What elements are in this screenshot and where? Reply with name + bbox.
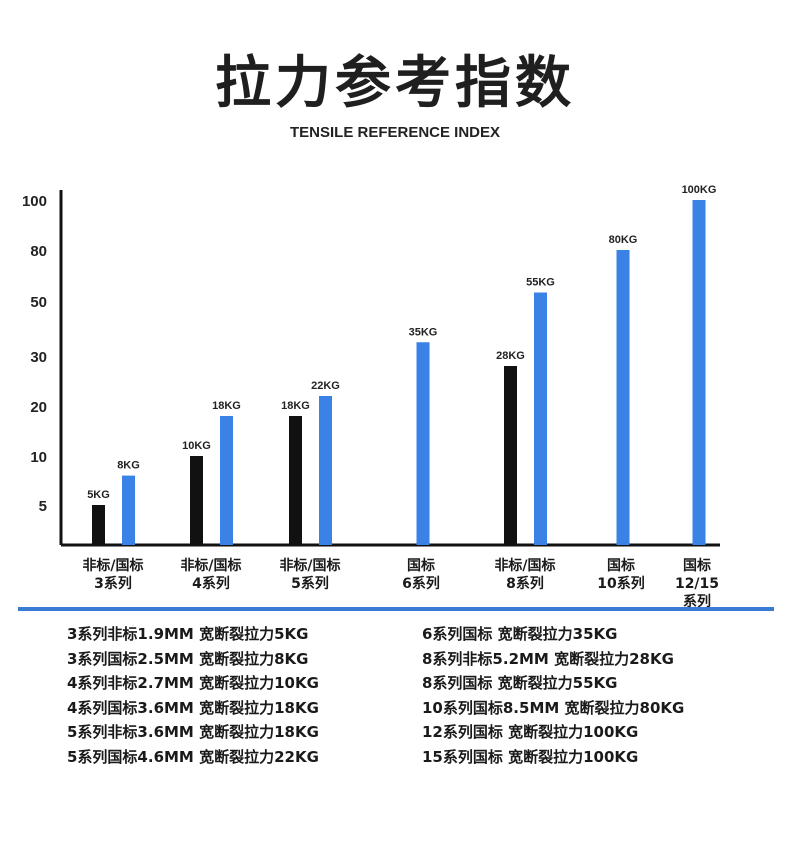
x-category-label: 6系列	[402, 575, 440, 592]
x-category-label: 国标	[607, 557, 635, 574]
bar-non-standard	[504, 366, 517, 545]
bar-value-label: 8KG	[117, 460, 140, 472]
spec-item: 12系列国标 宽断裂拉力100KG	[422, 723, 639, 741]
bar-non-standard	[289, 416, 302, 545]
bar-value-label: 22KG	[311, 380, 340, 392]
spec-item: 3系列国标2.5MM 宽断裂拉力8KG	[67, 649, 309, 668]
spec-item: 6系列国标 宽断裂拉力35KG	[422, 625, 618, 643]
spec-item: 5系列非标3.6MM 宽断裂拉力18KG	[67, 723, 319, 741]
bar-value-label: 35KG	[409, 326, 438, 338]
bar-value-label: 5KG	[87, 489, 110, 501]
spec-item: 8系列国标 宽断裂拉力55KG	[422, 674, 618, 692]
bar-value-label: 28KG	[496, 350, 525, 362]
x-category-label: 12/15	[675, 576, 719, 592]
x-category-label: 10系列	[597, 575, 644, 592]
bar-non-standard	[190, 456, 203, 545]
spec-item: 4系列国标3.6MM 宽断裂拉力18KG	[67, 698, 319, 717]
x-category-label: 国标	[683, 557, 711, 574]
section-divider	[18, 607, 774, 611]
y-tick-label: 50	[30, 294, 47, 311]
x-category-label: 8系列	[506, 575, 544, 592]
y-tick-label: 10	[30, 449, 47, 466]
x-category-label: 非标/国标	[279, 557, 340, 574]
spec-list-left: 3系列非标1.9MM 宽断裂拉力5KG 3系列国标2.5MM 宽断裂拉力8KG …	[67, 622, 319, 769]
y-tick-label: 20	[30, 399, 47, 416]
x-category-label: 国标	[407, 557, 435, 574]
bar-value-label: 10KG	[182, 440, 211, 452]
bar-standard	[319, 396, 332, 545]
page-title: 拉力参考指数	[215, 51, 575, 116]
x-category-label: 3系列	[94, 575, 132, 592]
bar-standard	[616, 250, 630, 545]
bar-value-label: 55KG	[526, 277, 555, 289]
spec-list-right: 6系列国标 宽断裂拉力35KG 8系列非标5.2MM 宽断裂拉力28KG 8系列…	[422, 622, 684, 769]
x-category-label: 系列	[683, 593, 711, 610]
bar-value-label: 80KG	[609, 234, 638, 246]
x-category-label: 非标/国标	[180, 557, 241, 574]
spec-item: 15系列国标 宽断裂拉力100KG	[422, 747, 639, 766]
y-tick-label: 80	[30, 243, 47, 260]
bar-standard	[220, 416, 233, 545]
x-category-label: 非标/国标	[82, 557, 143, 574]
bar-value-label: 100KG	[682, 184, 717, 196]
x-category-label: 非标/国标	[494, 557, 555, 574]
page-subtitle: TENSILE REFERENCE INDEX	[289, 124, 501, 141]
x-category-label: 4系列	[192, 575, 230, 592]
bar-value-label: 18KG	[281, 400, 310, 412]
bar-standard	[416, 342, 430, 545]
spec-item: 3系列非标1.9MM 宽断裂拉力5KG	[67, 625, 309, 643]
tensile-bar-chart: 100805030201055KG8KG非标/国标3系列10KG18KG非标/国…	[22, 184, 720, 610]
bar-standard	[534, 292, 547, 545]
x-category-label: 5系列	[291, 575, 329, 592]
y-tick-label: 5	[39, 498, 47, 515]
bar-standard	[692, 200, 706, 545]
bar-value-label: 18KG	[212, 400, 241, 412]
y-tick-label: 30	[30, 349, 47, 366]
spec-item: 8系列非标5.2MM 宽断裂拉力28KG	[422, 649, 674, 668]
spec-item: 4系列非标2.7MM 宽断裂拉力10KG	[67, 674, 319, 692]
bar-non-standard	[92, 505, 105, 545]
spec-item: 5系列国标4.6MM 宽断裂拉力22KG	[67, 747, 319, 766]
y-tick-label: 100	[22, 193, 47, 210]
bar-standard	[122, 475, 135, 545]
spec-item: 10系列国标8.5MM 宽断裂拉力80KG	[422, 698, 685, 717]
